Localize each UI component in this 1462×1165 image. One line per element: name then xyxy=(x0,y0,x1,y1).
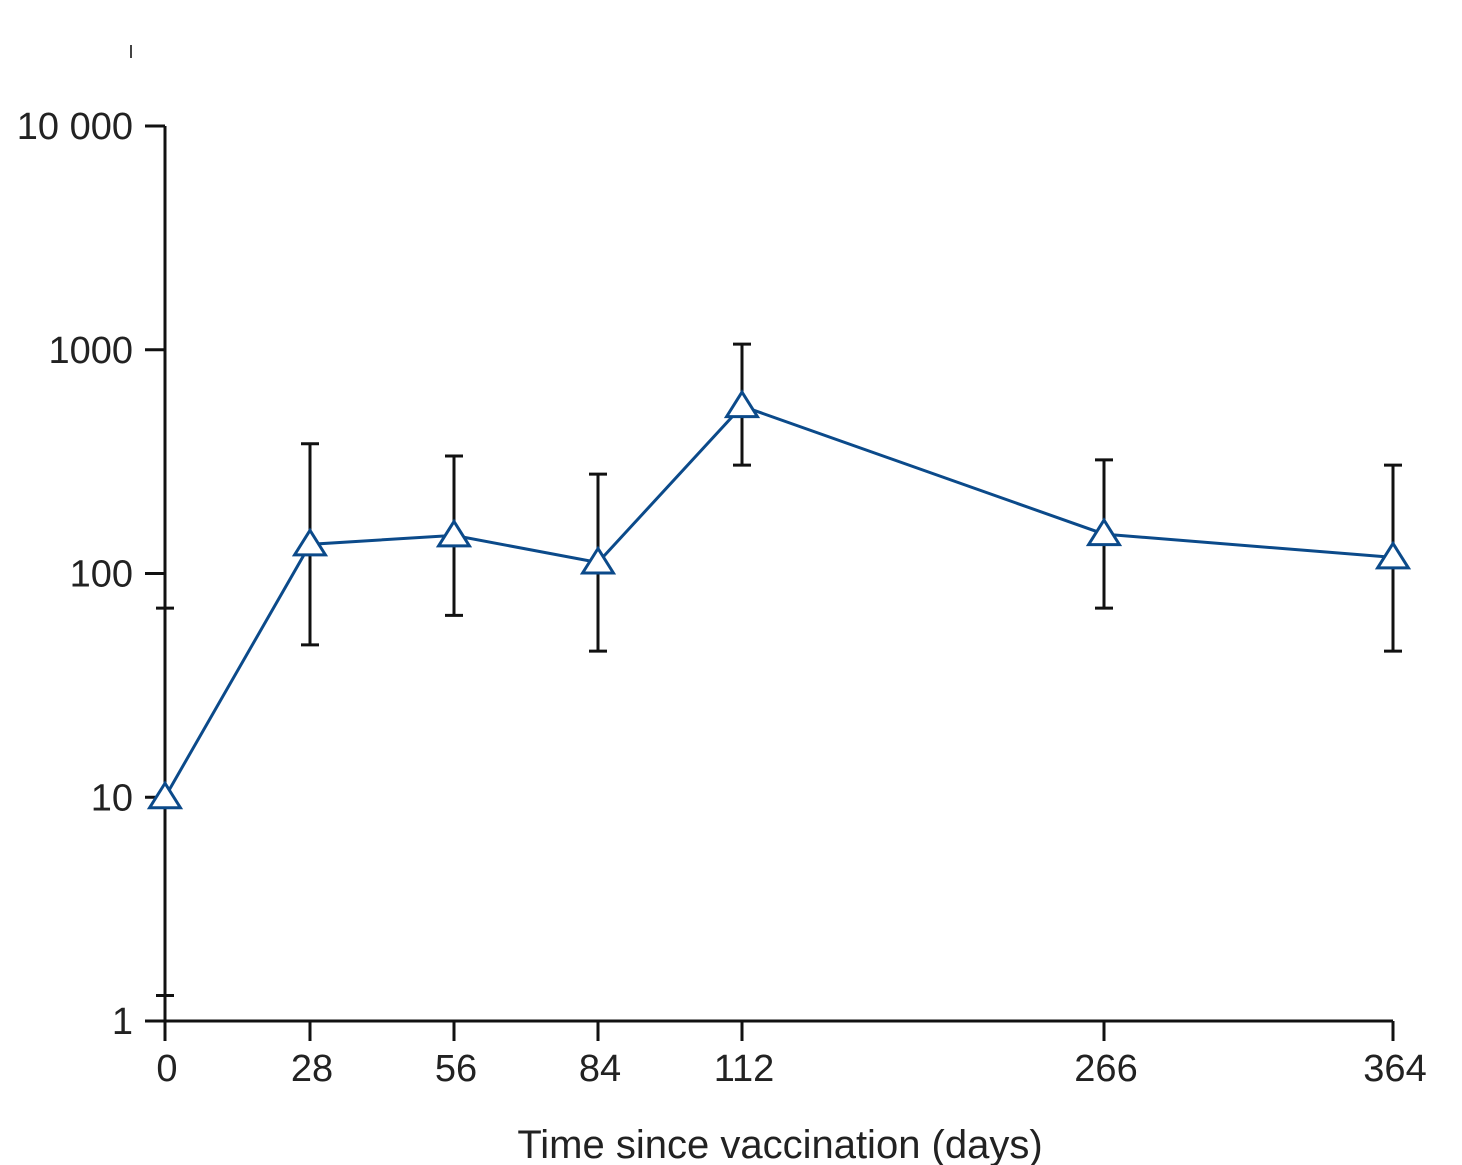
data-point xyxy=(723,389,761,419)
y-tick-label: 1000 xyxy=(48,330,133,372)
x-axis-title: Time since vaccination (days) xyxy=(517,1123,1042,1165)
data-point xyxy=(1085,517,1123,547)
y-tick-label: 100 xyxy=(70,554,133,596)
y-tick-label: 1 xyxy=(112,1001,133,1043)
series-line xyxy=(163,404,1394,798)
x-tick-label: 112 xyxy=(714,1048,775,1090)
series-group xyxy=(146,389,1412,810)
y-axis: 1 10 100 1000 10 000 xyxy=(17,106,167,1043)
data-point xyxy=(435,518,473,548)
error-bars xyxy=(156,342,1402,998)
data-point xyxy=(1374,540,1412,570)
y-tick-label: 10 xyxy=(91,777,133,819)
x-tick-label: 266 xyxy=(1074,1048,1137,1090)
x-axis: 0 28 56 84 112 266 364 xyxy=(156,1019,1427,1090)
y-tick-label: 10 000 xyxy=(17,106,133,148)
data-point xyxy=(579,545,617,575)
data-point xyxy=(146,780,184,810)
x-tick-label: 84 xyxy=(579,1048,621,1090)
x-tick-label: 0 xyxy=(156,1048,177,1090)
data-point xyxy=(291,527,329,557)
x-tick-label: 28 xyxy=(291,1048,333,1090)
x-tick-label: 56 xyxy=(435,1048,477,1090)
x-tick-label: 364 xyxy=(1363,1048,1426,1090)
